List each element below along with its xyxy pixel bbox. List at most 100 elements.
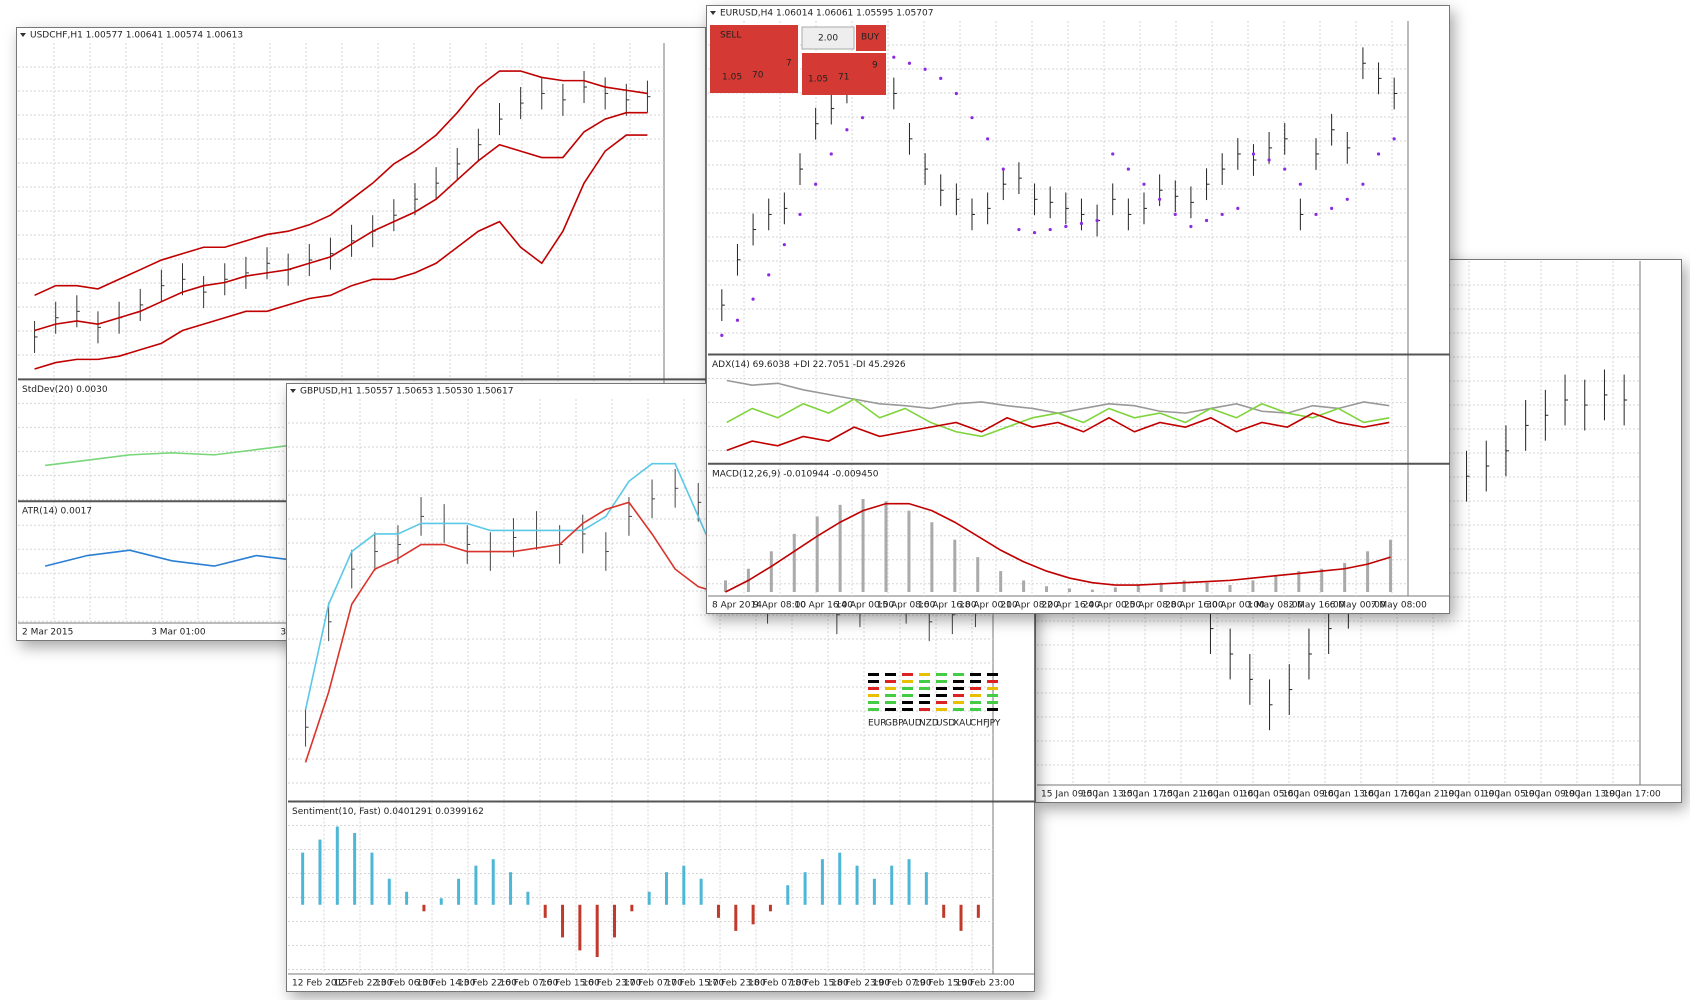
time-label: 19 Jan 05:00 bbox=[1483, 790, 1540, 800]
price-bar bbox=[1584, 379, 1588, 431]
strength-dash bbox=[953, 708, 964, 711]
price-bar bbox=[1288, 664, 1293, 715]
price-bar bbox=[1002, 168, 1007, 201]
price-bar bbox=[1049, 186, 1054, 219]
buy-button[interactable] bbox=[856, 25, 886, 51]
price-bar bbox=[351, 549, 355, 589]
histogram-bar bbox=[1136, 585, 1140, 592]
price-bar bbox=[55, 301, 59, 334]
price-bar bbox=[420, 497, 425, 536]
price-bar bbox=[1378, 62, 1382, 95]
histogram-bar bbox=[734, 904, 738, 931]
ask-pips: 71 bbox=[838, 73, 849, 83]
currency-label: NZD bbox=[919, 719, 939, 729]
histogram-bar bbox=[422, 904, 426, 912]
bid-big: 1.05 bbox=[722, 73, 742, 83]
strength-dash bbox=[902, 694, 913, 697]
histogram-bar bbox=[976, 557, 980, 592]
indicator-line bbox=[726, 412, 1390, 452]
time-label: 19 Jan 01:00 bbox=[1443, 790, 1500, 800]
histogram-bar bbox=[855, 865, 859, 905]
time-label: 21 Apr 08:00 bbox=[1000, 601, 1059, 611]
price-bar bbox=[1315, 138, 1319, 170]
time-label: 3 Mar 01:00 bbox=[151, 628, 206, 638]
sar-dot bbox=[1048, 227, 1052, 232]
histogram-bar bbox=[959, 904, 963, 931]
strength-dash bbox=[885, 687, 896, 690]
sar-dot bbox=[1173, 212, 1177, 217]
sar-dot bbox=[986, 137, 990, 141]
histogram-bar bbox=[768, 904, 772, 912]
price-bar bbox=[893, 77, 897, 110]
panel-label: ADX(14) 69.6038 +DI 22.7051 -DI 45.2926 bbox=[712, 360, 906, 370]
time-label: 18 Apr 00:00 bbox=[959, 601, 1018, 611]
price-bar bbox=[1564, 374, 1569, 426]
indicator-line bbox=[726, 398, 1390, 438]
histogram-bar bbox=[1113, 587, 1117, 592]
histogram-bar bbox=[1182, 580, 1186, 592]
chart-window[interactable]: EURUSD,H4 1.06014 1.06061 1.05595 1.0570… bbox=[706, 5, 1450, 614]
price-bar bbox=[1393, 77, 1398, 110]
sar-dot bbox=[751, 297, 755, 301]
histogram-bar bbox=[1366, 551, 1370, 592]
time-label: 15 Jan 17:00 bbox=[1121, 790, 1178, 800]
time-label: 16 Feb 15:00 bbox=[541, 979, 600, 989]
time-label: 17 Feb 23:00 bbox=[707, 979, 766, 989]
strength-dash bbox=[868, 694, 879, 697]
histogram-bar bbox=[838, 504, 842, 592]
histogram-bar bbox=[1067, 588, 1071, 592]
histogram-bar bbox=[1389, 539, 1393, 592]
sar-dot bbox=[1251, 152, 1256, 156]
strength-dash bbox=[953, 673, 964, 676]
currency-label: JPY bbox=[986, 719, 1001, 729]
price-bar bbox=[1269, 679, 1273, 731]
histogram-bar bbox=[930, 522, 934, 592]
sar-dot bbox=[1330, 206, 1334, 210]
price-bar bbox=[1206, 168, 1210, 201]
strength-dash bbox=[919, 708, 930, 711]
price-bar bbox=[520, 87, 524, 120]
strength-dash bbox=[919, 687, 930, 690]
strength-dash bbox=[987, 701, 998, 704]
price-bar bbox=[1466, 450, 1470, 502]
strength-dash bbox=[902, 680, 913, 683]
price-bar bbox=[182, 263, 186, 296]
histogram-bar bbox=[884, 501, 888, 592]
histogram-bar bbox=[595, 904, 599, 957]
time-label: 16 Jan 01:00 bbox=[1202, 790, 1259, 800]
strength-dash bbox=[885, 701, 896, 704]
sell-button[interactable] bbox=[710, 25, 798, 93]
strength-dash bbox=[868, 708, 879, 711]
strength-dash bbox=[987, 694, 998, 697]
sar-dot bbox=[845, 128, 849, 132]
sar-dot bbox=[1001, 167, 1005, 171]
menu-arrow bbox=[20, 33, 26, 37]
time-label: 12 Feb 22:00 bbox=[333, 979, 392, 989]
sar-dot bbox=[829, 152, 833, 156]
strength-dash bbox=[970, 708, 981, 711]
sar-dot bbox=[798, 212, 802, 217]
strength-dash bbox=[987, 687, 998, 690]
price-bar bbox=[1525, 400, 1529, 451]
time-label: 16 Feb 23:00 bbox=[582, 979, 641, 989]
histogram-bar bbox=[647, 891, 651, 905]
chart-window[interactable]: USDCHF,H1 1.00577 1.00641 1.00574 1.0061… bbox=[16, 27, 706, 641]
menu-arrow bbox=[290, 389, 296, 393]
price-bar bbox=[799, 153, 803, 185]
price-bar bbox=[1544, 389, 1549, 441]
sar-dot bbox=[1064, 224, 1068, 229]
sar-dot bbox=[1283, 167, 1287, 171]
price-bar bbox=[752, 213, 757, 246]
time-label: 7 May 08:00 bbox=[1371, 601, 1427, 611]
price-bar bbox=[1505, 425, 1509, 477]
histogram-bar bbox=[543, 904, 547, 918]
price-bar bbox=[908, 122, 913, 155]
time-label: 19 Jan 17:00 bbox=[1604, 790, 1661, 800]
sar-dot bbox=[1236, 206, 1240, 210]
time-label: 15 Jan 09:00 bbox=[1041, 790, 1098, 800]
price-bar bbox=[305, 707, 309, 747]
histogram-bar bbox=[815, 516, 819, 592]
time-label: 2 Mar 2015 bbox=[22, 628, 73, 638]
price-bar bbox=[646, 80, 651, 113]
strength-dash bbox=[885, 673, 896, 676]
